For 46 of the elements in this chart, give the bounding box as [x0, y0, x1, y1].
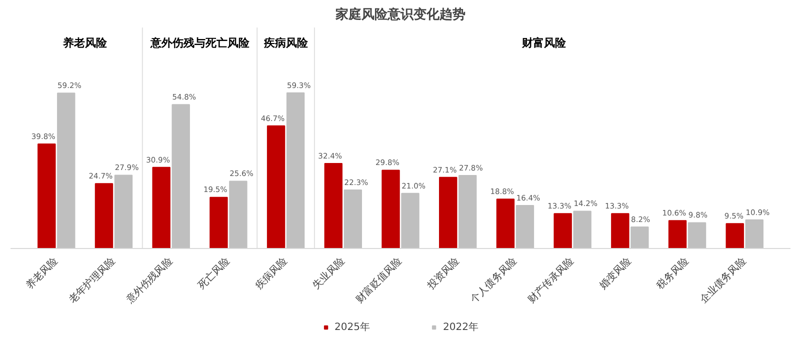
- bar: [57, 92, 76, 248]
- x-tick-label: 疾病风险: [252, 254, 290, 292]
- text: 疾病风险: [262, 36, 309, 50]
- x-tick-label: 财富贬值风险: [353, 254, 404, 306]
- x-tick-label: 意外伤残风险: [123, 254, 175, 307]
- bar: [324, 162, 342, 248]
- bar: [611, 213, 630, 248]
- bar: [668, 220, 687, 248]
- text: 养老风险: [62, 36, 108, 50]
- x-tick-label: 婚变风险: [597, 254, 634, 292]
- x-tick-label: 老年护理风险: [66, 254, 118, 306]
- bar: [745, 219, 764, 248]
- bar: [573, 210, 592, 248]
- bar: [94, 183, 114, 248]
- x-tick-label: 失业风险: [310, 254, 348, 292]
- bar: [688, 222, 706, 248]
- bar: [516, 204, 534, 248]
- bar: [229, 180, 248, 248]
- x-tick-label: 养老风险: [24, 254, 60, 292]
- x-tick-label: 财产传承风险: [526, 254, 576, 306]
- x-tick-label: 投资风险: [424, 254, 462, 292]
- bar: [266, 125, 286, 248]
- text: 财富风险: [520, 36, 567, 50]
- bar: [439, 176, 458, 248]
- bar: [630, 226, 649, 248]
- x-tick-label: 税务风险: [654, 254, 692, 292]
- bar: [286, 92, 305, 248]
- x-tick-label: 企业债务风险: [698, 254, 749, 306]
- bar: [726, 223, 744, 248]
- bar: [172, 104, 190, 248]
- bar: [152, 166, 170, 248]
- bar: [458, 175, 477, 248]
- bar: [401, 192, 420, 248]
- bar: [38, 144, 56, 248]
- bar: [344, 189, 362, 248]
- legend-label: 2022年: [443, 321, 478, 334]
- bar: [114, 174, 133, 248]
- text: 意外伤残与死亡风险: [149, 36, 250, 50]
- bar: [382, 170, 400, 248]
- x-tick-label: 个人债务风险: [468, 254, 520, 306]
- bar: [554, 213, 572, 248]
- x-tick-label: 死亡风险: [196, 254, 232, 292]
- legend-label: 2025年: [334, 321, 370, 334]
- bar: [210, 196, 228, 248]
- bar: [496, 198, 515, 248]
- chart-title: 家庭风险意识变化趋势: [334, 6, 466, 22]
